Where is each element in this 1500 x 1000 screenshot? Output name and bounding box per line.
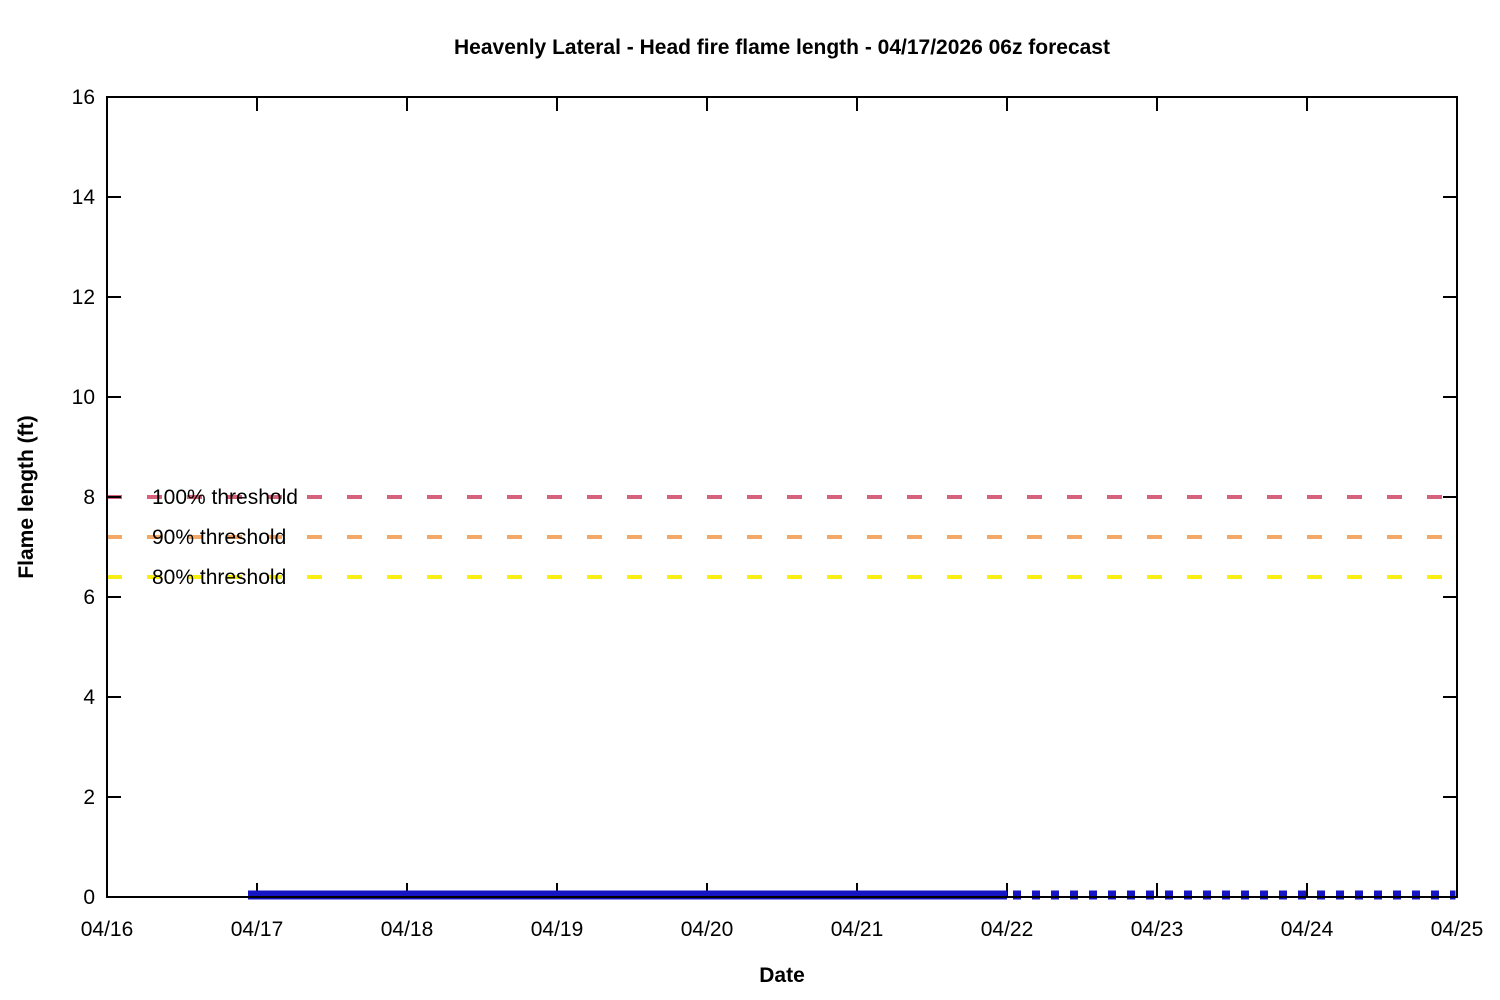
y-tick-label: 8 <box>83 486 95 509</box>
y-tick-label: 16 <box>72 86 95 109</box>
threshold-label: 90% threshold <box>152 526 286 549</box>
x-tick-label: 04/24 <box>1281 918 1334 941</box>
x-tick-label: 04/18 <box>381 918 434 941</box>
y-tick-label: 0 <box>83 886 95 909</box>
threshold-label: 100% threshold <box>152 486 298 509</box>
x-tick-label: 04/23 <box>1131 918 1184 941</box>
y-tick-label: 6 <box>83 586 95 609</box>
y-tick-label: 14 <box>72 186 96 209</box>
threshold-label: 80% threshold <box>152 566 286 589</box>
x-tick-label: 04/20 <box>681 918 734 941</box>
plot-border <box>106 96 1458 898</box>
y-tick-label: 12 <box>72 286 95 309</box>
x-tick-label: 04/17 <box>231 918 284 941</box>
x-tick-label: 04/19 <box>531 918 584 941</box>
x-axis-title: Date <box>759 964 805 987</box>
chart-title: Heavenly Lateral - Head fire flame lengt… <box>454 36 1110 59</box>
x-tick-label: 04/22 <box>981 918 1034 941</box>
y-tick-label: 2 <box>83 786 95 809</box>
x-tick-label: 04/16 <box>81 918 134 941</box>
x-tick-label: 04/21 <box>831 918 884 941</box>
x-tick-label: 04/25 <box>1431 918 1484 941</box>
y-tick-label: 4 <box>83 686 95 709</box>
y-tick-label: 10 <box>72 386 95 409</box>
